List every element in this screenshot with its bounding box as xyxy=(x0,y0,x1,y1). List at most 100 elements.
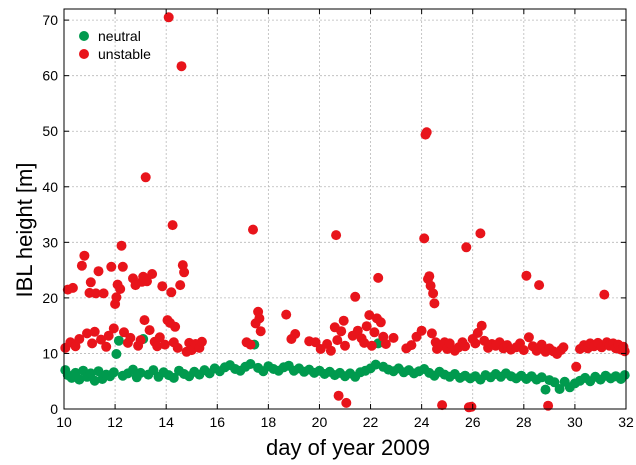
neutral-point xyxy=(89,375,100,386)
neutral-point xyxy=(93,366,104,377)
x-tick-label: 30 xyxy=(567,414,583,430)
unstable-point xyxy=(254,313,265,324)
unstable-point xyxy=(96,334,106,345)
x-tick-label: 18 xyxy=(261,414,277,430)
unstable-point xyxy=(599,289,610,300)
unstable-point xyxy=(521,270,532,281)
unstable-point xyxy=(475,228,486,239)
y-tick-label: 20 xyxy=(42,290,58,306)
unstable-point xyxy=(135,335,146,346)
unstable-point xyxy=(166,287,177,298)
neutral-point xyxy=(619,370,630,381)
x-tick-label: 32 xyxy=(618,414,634,430)
unstable-point xyxy=(152,341,163,352)
unstable-point xyxy=(67,282,78,293)
unstable-point xyxy=(421,127,432,138)
legend-label-neutral: neutral xyxy=(98,28,141,44)
unstable-point xyxy=(90,288,101,299)
unstable-point xyxy=(380,339,391,349)
y-tick-label: 0 xyxy=(50,401,58,417)
legend-marker-neutral xyxy=(79,31,89,41)
plot-frame xyxy=(63,8,627,410)
unstable-point xyxy=(159,339,170,350)
unstable-point xyxy=(89,326,100,337)
unstable-point xyxy=(338,315,349,326)
unstable-point xyxy=(388,332,399,343)
unstable-point xyxy=(111,292,122,303)
x-tick-label: 28 xyxy=(516,414,532,430)
unstable-point xyxy=(142,276,152,287)
unstable-point xyxy=(290,329,301,339)
legend: neutral unstable xyxy=(79,28,151,62)
unstable-point xyxy=(125,332,136,343)
x-axis-label: day of year 2009 xyxy=(266,435,430,460)
neutral-point xyxy=(370,359,381,370)
unstable-point xyxy=(248,224,258,235)
unstable-point xyxy=(619,346,630,357)
unstable-point xyxy=(558,342,569,353)
neutral-point xyxy=(74,374,85,385)
series-unstable xyxy=(60,12,630,413)
unstable-point xyxy=(340,340,350,351)
data-points xyxy=(60,12,630,413)
unstable-point xyxy=(140,172,151,183)
unstable-point xyxy=(336,326,347,337)
unstable-point xyxy=(175,280,186,291)
unstable-point xyxy=(179,267,190,278)
unstable-point xyxy=(341,397,352,408)
unstable-point xyxy=(416,325,427,336)
neutral-point xyxy=(540,384,551,395)
unstable-point xyxy=(461,242,472,253)
unstable-point xyxy=(373,272,384,283)
x-tick-label: 20 xyxy=(312,414,328,430)
unstable-point xyxy=(333,390,344,401)
unstable-point xyxy=(571,361,582,372)
x-tick-label: 22 xyxy=(363,414,379,430)
unstable-point xyxy=(350,291,361,302)
unstable-point xyxy=(147,269,158,279)
unstable-point xyxy=(245,339,256,350)
neutral-point xyxy=(135,367,146,378)
unstable-point xyxy=(85,277,96,288)
y-tick-label: 10 xyxy=(42,345,58,361)
unstable-point xyxy=(331,230,342,241)
unstable-point xyxy=(139,315,150,326)
y-tick-label: 40 xyxy=(42,179,58,195)
unstable-point xyxy=(74,334,85,344)
neutral-point xyxy=(245,359,256,369)
unstable-point xyxy=(176,61,187,72)
unstable-point xyxy=(255,326,266,337)
neutral-point xyxy=(85,368,96,379)
unstable-point xyxy=(375,317,386,328)
x-tick-label: 16 xyxy=(209,414,225,430)
unstable-point xyxy=(117,261,128,272)
unstable-point xyxy=(281,309,292,320)
neutral-point xyxy=(108,367,119,378)
unstable-point xyxy=(460,341,471,352)
unstable-point xyxy=(424,271,435,282)
neutral-point xyxy=(536,372,547,383)
unstable-point xyxy=(361,321,372,332)
unstable-point xyxy=(103,330,114,341)
unstable-point xyxy=(437,400,448,411)
unstable-point xyxy=(466,401,477,412)
y-tick-label: 70 xyxy=(42,12,58,28)
unstable-point xyxy=(428,288,439,299)
y-tick-label: 50 xyxy=(42,123,58,139)
unstable-point xyxy=(98,288,109,299)
y-axis-label: IBL height [m] xyxy=(12,163,37,298)
unstable-point xyxy=(79,250,90,261)
unstable-point xyxy=(352,325,363,336)
unstable-point xyxy=(93,266,104,277)
unstable-point xyxy=(369,327,380,338)
unstable-point xyxy=(325,345,336,356)
series-neutral xyxy=(60,334,630,395)
unstable-point xyxy=(87,338,98,349)
unstable-point xyxy=(429,298,440,309)
neutral-point xyxy=(168,372,179,383)
unstable-point xyxy=(534,280,545,291)
unstable-point xyxy=(167,220,178,231)
unstable-point xyxy=(196,336,207,347)
